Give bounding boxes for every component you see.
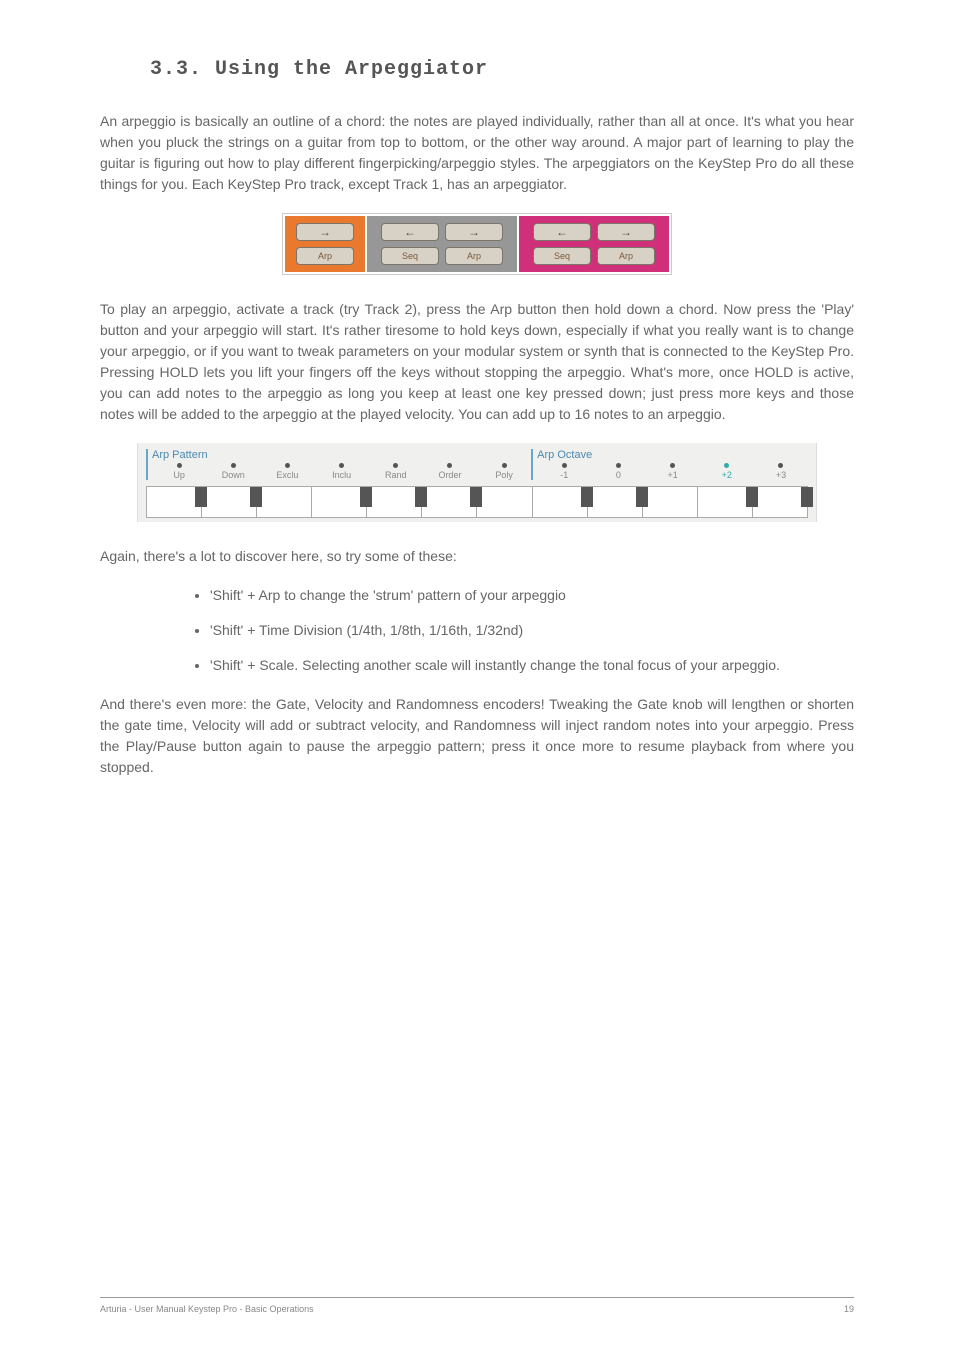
- arp-button: Arp: [597, 247, 655, 265]
- black-key: [195, 487, 207, 507]
- pattern-option-up: Up: [152, 463, 206, 480]
- white-key: [366, 486, 421, 518]
- track-panel-3: ← → Seq Arp: [519, 216, 669, 272]
- octave-option-plus2: +2: [700, 463, 754, 480]
- pattern-option-poly: Poly: [477, 463, 531, 480]
- white-key: [752, 486, 808, 518]
- arrow-button: →: [445, 223, 503, 241]
- arp-octave-label: Arp Octave: [537, 449, 808, 461]
- pattern-option-order: Order: [423, 463, 477, 480]
- black-key: [360, 487, 372, 507]
- paragraph-1: An arpeggio is basically an outline of a…: [100, 111, 854, 195]
- arp-button: Arp: [296, 247, 354, 265]
- white-key: [642, 486, 697, 518]
- arrow-button: →: [296, 223, 354, 241]
- black-key: [470, 487, 482, 507]
- arp-button: Arp: [445, 247, 503, 265]
- white-key: [256, 486, 311, 518]
- figure-arp-pattern-octave: Arp Pattern UpDownExcluIncluRandOrderPol…: [100, 443, 854, 522]
- octave-option-plus1: +1: [646, 463, 700, 480]
- tip-item-3: 'Shift' + Scale. Selecting another scale…: [210, 655, 854, 676]
- page-footer: Arturia - User Manual Keystep Pro - Basi…: [100, 1297, 854, 1314]
- pattern-option-exclu: Exclu: [260, 463, 314, 480]
- pattern-option-down: Down: [206, 463, 260, 480]
- footer-left: Arturia - User Manual Keystep Pro - Basi…: [100, 1304, 314, 1314]
- paragraph-2: To play an arpeggio, activate a track (t…: [100, 299, 854, 425]
- arrow-button: ←: [533, 223, 591, 241]
- tip-item-2: 'Shift' + Time Division (1/4th, 1/8th, 1…: [210, 620, 854, 641]
- paragraph-4: And there's even more: the Gate, Velocit…: [100, 694, 854, 778]
- black-key: [746, 487, 758, 507]
- section-heading: 3.3. Using the Arpeggiator: [150, 58, 854, 81]
- octave-option-0: 0: [591, 463, 645, 480]
- pattern-option-rand: Rand: [369, 463, 423, 480]
- black-key: [250, 487, 262, 507]
- black-key: [801, 487, 813, 507]
- arrow-button: →: [597, 223, 655, 241]
- octave-option-minus1: -1: [537, 463, 591, 480]
- seq-button: Seq: [533, 247, 591, 265]
- white-key: [476, 486, 531, 518]
- white-key: [201, 486, 256, 518]
- pattern-option-inclu: Inclu: [315, 463, 369, 480]
- white-key: [421, 486, 476, 518]
- footer-page-number: 19: [844, 1304, 854, 1314]
- tip-item-1: 'Shift' + Arp to change the 'strum' patt…: [210, 585, 854, 606]
- figure-arp-buttons: → Arp ← → Seq Arp ← → Seq Arp: [100, 213, 854, 275]
- arp-pattern-label: Arp Pattern: [152, 449, 531, 461]
- white-key: [532, 486, 587, 518]
- octave-option-plus3: +3: [754, 463, 808, 480]
- paragraph-3: Again, there's a lot to discover here, s…: [100, 546, 854, 567]
- seq-button: Seq: [381, 247, 439, 265]
- tips-list: 'Shift' + Arp to change the 'strum' patt…: [100, 585, 854, 676]
- white-key: [587, 486, 642, 518]
- black-key: [415, 487, 427, 507]
- track-panel-2: ← → Seq Arp: [367, 216, 517, 272]
- white-key: [311, 486, 366, 518]
- track-panel-1: → Arp: [285, 216, 365, 272]
- black-key: [636, 487, 648, 507]
- black-key: [581, 487, 593, 507]
- arrow-button: ←: [381, 223, 439, 241]
- white-key: [697, 486, 752, 518]
- white-key: [146, 486, 201, 518]
